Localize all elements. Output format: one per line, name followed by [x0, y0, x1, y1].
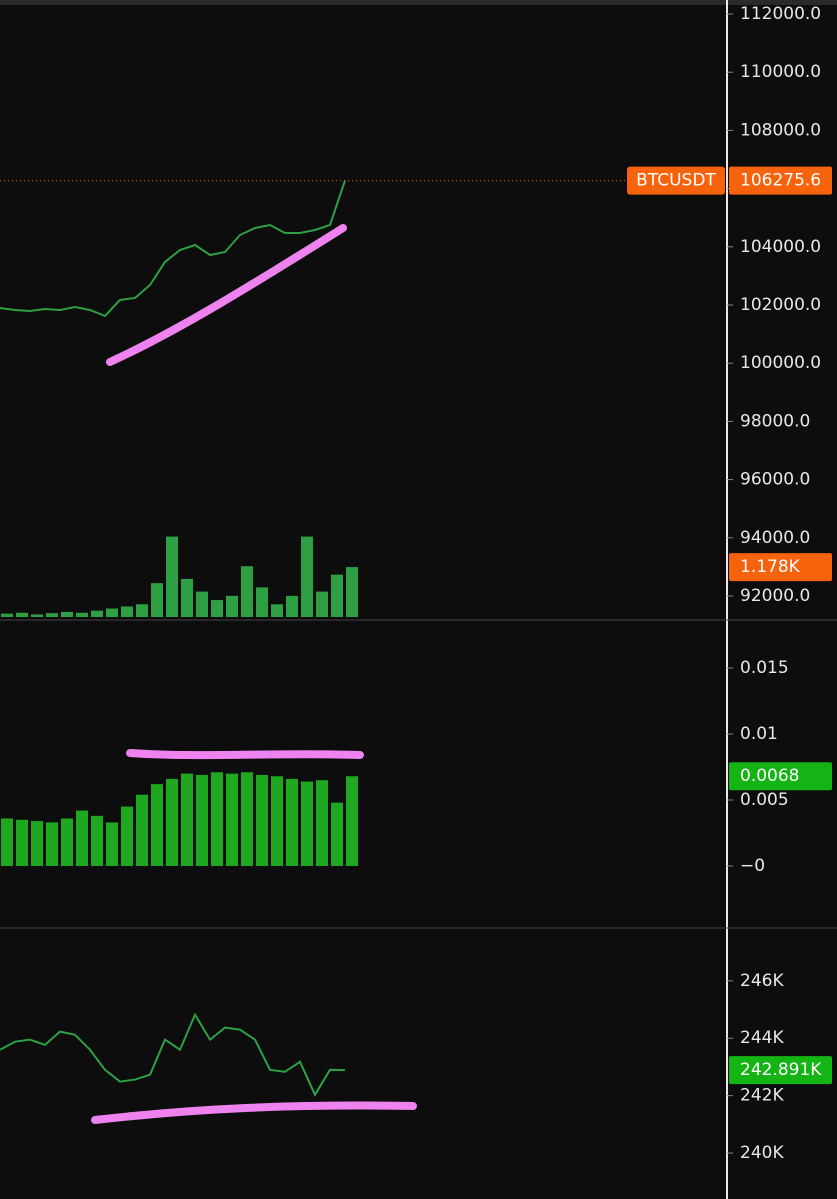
- bar: [106, 608, 118, 617]
- bar: [346, 776, 358, 866]
- bar: [226, 773, 238, 866]
- level-annotation: [126, 749, 364, 760]
- bar: [211, 772, 223, 866]
- y-tick-label: 246K: [740, 971, 784, 991]
- bar: [61, 818, 73, 866]
- bar: [196, 591, 208, 617]
- bar: [211, 600, 223, 617]
- bar: [226, 595, 238, 617]
- y-tick-label: 0.005: [740, 790, 789, 810]
- bar: [346, 567, 358, 617]
- bar: [16, 612, 28, 617]
- y-tick-label: 92000.0: [740, 586, 810, 606]
- bar: [166, 778, 178, 866]
- bar: [106, 822, 118, 866]
- y-tick-label: 102000.0: [740, 295, 821, 315]
- bar: [31, 821, 43, 866]
- level-annotation: [91, 1101, 417, 1124]
- last-value-tag: 106275.6: [740, 171, 821, 191]
- y-tick-label: 108000.0: [740, 120, 821, 140]
- bar: [166, 536, 178, 617]
- last-value-tag-bg: [729, 1056, 832, 1085]
- last-value-tag-bg: [729, 762, 832, 791]
- bar: [181, 773, 193, 866]
- top-bar: [0, 0, 837, 5]
- bar: [136, 794, 148, 866]
- y-tick-label: 0.01: [740, 724, 778, 744]
- bar: [181, 578, 193, 617]
- last-value-tag: 242.891K: [740, 1060, 822, 1080]
- line: [0, 180, 346, 318]
- last-value-tag: 0.0068: [740, 766, 799, 786]
- y-tick-label: 0.015: [740, 658, 789, 678]
- symbol-tag-bg: [627, 166, 725, 195]
- trend-annotation: [106, 224, 347, 366]
- bar: [151, 583, 163, 617]
- bar: [1, 613, 13, 617]
- bar: [91, 610, 103, 617]
- bar: [301, 781, 313, 866]
- last-value-tag-bg: [729, 553, 832, 582]
- y-tick-label: 104000.0: [740, 237, 821, 257]
- y-tick-label: −0: [740, 856, 765, 876]
- bar: [31, 614, 43, 617]
- y-tick-label: 100000.0: [740, 353, 821, 373]
- bar: [316, 591, 328, 617]
- bar: [241, 566, 253, 617]
- bar: [1, 818, 13, 866]
- y-tick-label: 110000.0: [740, 62, 821, 82]
- bar: [46, 822, 58, 866]
- bar: [196, 774, 208, 866]
- bar: [316, 780, 328, 866]
- plots: 112000.0110000.0108000.0106000.0104000.0…: [0, 4, 832, 1163]
- bar: [256, 587, 268, 617]
- symbol-tag: BTCUSDT: [636, 171, 716, 191]
- bar: [136, 604, 148, 617]
- bar: [16, 819, 28, 866]
- y-tick-label: 240K: [740, 1143, 784, 1163]
- y-tick-label: 98000.0: [740, 411, 810, 431]
- bar: [46, 613, 58, 617]
- bar: [256, 774, 268, 866]
- bar: [91, 815, 103, 866]
- bar: [271, 604, 283, 617]
- bar: [76, 612, 88, 617]
- y-tick-label: 242K: [740, 1086, 784, 1106]
- line: [0, 1012, 346, 1097]
- bar: [121, 806, 133, 866]
- last-value-tag: 1.178K: [740, 557, 801, 577]
- bar: [331, 574, 343, 617]
- bar: [151, 784, 163, 866]
- bar: [241, 772, 253, 866]
- bar: [271, 776, 283, 866]
- bar: [61, 611, 73, 617]
- bar: [301, 536, 313, 617]
- last-value-tag-bg: [729, 166, 832, 195]
- y-tick-label: 112000.0: [740, 4, 821, 24]
- y-tick-label: 96000.0: [740, 470, 810, 490]
- bar: [121, 606, 133, 617]
- bar: [286, 778, 298, 866]
- bar: [331, 802, 343, 866]
- y-tick-label: 244K: [740, 1028, 784, 1048]
- bar: [286, 595, 298, 617]
- bar: [76, 810, 88, 866]
- y-tick-label: 94000.0: [740, 528, 810, 548]
